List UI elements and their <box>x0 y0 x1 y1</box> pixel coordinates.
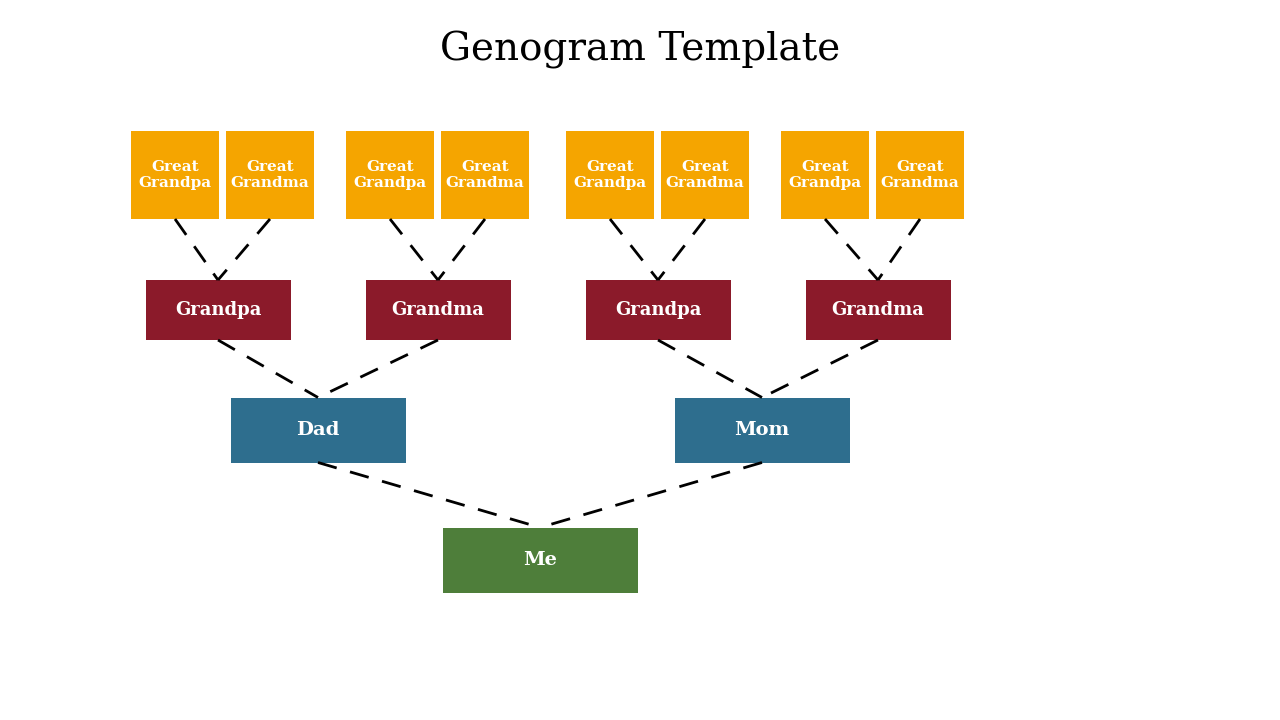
Text: Great
Grandpa: Great Grandpa <box>788 160 861 190</box>
Text: Great
Grandpa: Great Grandpa <box>573 160 646 190</box>
FancyBboxPatch shape <box>230 397 406 462</box>
FancyBboxPatch shape <box>675 397 850 462</box>
Text: Me: Me <box>524 551 557 569</box>
Text: Great
Grandma: Great Grandma <box>666 160 745 190</box>
FancyBboxPatch shape <box>876 131 964 219</box>
FancyBboxPatch shape <box>660 131 749 219</box>
FancyBboxPatch shape <box>227 131 314 219</box>
Text: Great
Grandpa: Great Grandpa <box>353 160 426 190</box>
FancyBboxPatch shape <box>781 131 869 219</box>
Text: Great
Grandpa: Great Grandpa <box>138 160 211 190</box>
Text: Grandpa: Grandpa <box>614 301 701 319</box>
FancyBboxPatch shape <box>443 528 637 593</box>
Text: Grandma: Grandma <box>392 301 484 319</box>
FancyBboxPatch shape <box>585 280 731 340</box>
FancyBboxPatch shape <box>805 280 951 340</box>
Text: Dad: Dad <box>296 421 339 439</box>
Text: Grandpa: Grandpa <box>175 301 261 319</box>
Text: Great
Grandma: Great Grandma <box>881 160 960 190</box>
FancyBboxPatch shape <box>146 280 291 340</box>
FancyBboxPatch shape <box>366 280 511 340</box>
FancyBboxPatch shape <box>566 131 654 219</box>
Text: Mom: Mom <box>735 421 790 439</box>
Text: Great
Grandma: Great Grandma <box>445 160 525 190</box>
FancyBboxPatch shape <box>442 131 529 219</box>
FancyBboxPatch shape <box>131 131 219 219</box>
Text: Great
Grandma: Great Grandma <box>230 160 310 190</box>
Text: Genogram Template: Genogram Template <box>440 31 840 69</box>
FancyBboxPatch shape <box>346 131 434 219</box>
Text: Grandma: Grandma <box>832 301 924 319</box>
